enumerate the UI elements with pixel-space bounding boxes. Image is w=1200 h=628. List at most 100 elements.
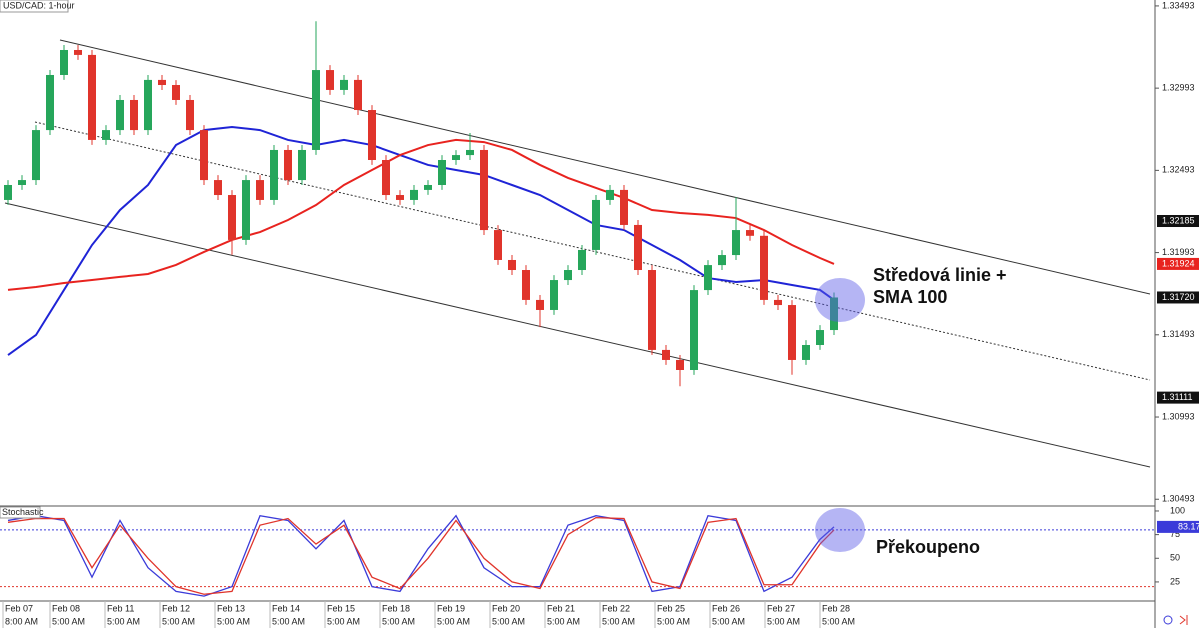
y-tick-label: 1.32493	[1162, 165, 1195, 175]
candle-body	[368, 110, 376, 161]
x-tick-label: Feb 07	[5, 603, 33, 613]
x-tick-label: 5:00 AM	[602, 616, 635, 626]
candle-body	[144, 79, 152, 131]
candle-body	[424, 184, 432, 190]
candle-body	[452, 155, 460, 161]
candle-body	[480, 149, 488, 231]
x-tick-label: 5:00 AM	[437, 616, 470, 626]
x-tick-label: 5:00 AM	[657, 616, 690, 626]
x-tick-label: Feb 14	[272, 603, 300, 613]
highlight-circle	[815, 508, 865, 552]
candle-body	[550, 280, 558, 310]
price-tag-label: 1.31111	[1162, 392, 1193, 402]
candle-body	[830, 297, 838, 331]
candle-body	[298, 149, 306, 181]
candle-body	[732, 230, 740, 256]
x-tick-label: Feb 19	[437, 603, 465, 613]
x-tick-label: Feb 11	[107, 603, 134, 613]
candle-body	[718, 255, 726, 266]
y-tick-label: 1.30993	[1162, 411, 1195, 421]
candle-body	[284, 149, 292, 181]
price-tag-label: 1.31720	[1162, 292, 1195, 302]
x-tick-label: 5:00 AM	[327, 616, 360, 626]
candle-body	[592, 199, 600, 250]
x-tick-label: 5:00 AM	[712, 616, 745, 626]
icon[interactable]	[1163, 615, 1173, 625]
y-tick-label: 25	[1170, 576, 1180, 586]
x-tick-label: 5:00 AM	[822, 616, 855, 626]
y-tick-label: 1.31493	[1162, 329, 1195, 339]
candle-body	[676, 359, 684, 370]
x-tick-label: Feb 12	[162, 603, 190, 613]
highlight-circle	[815, 278, 865, 322]
candle-body	[634, 224, 642, 271]
chart-title: USD/CAD: 1-hour	[3, 0, 75, 10]
indicator-title: Stochastic	[2, 507, 44, 517]
stochastic-line	[7, 516, 835, 595]
x-tick-label: Feb 26	[712, 603, 740, 613]
candle-body	[354, 79, 362, 111]
x-tick-label: Feb 08	[52, 603, 80, 613]
price-tag	[1157, 291, 1199, 304]
candle-body	[46, 74, 54, 131]
candle-body	[396, 195, 404, 200]
price-tag	[1157, 391, 1199, 404]
x-tick-label: 5:00 AM	[272, 616, 305, 626]
title-box	[0, 0, 69, 13]
x-tick-label: 5:00 AM	[107, 616, 140, 626]
candle-body	[74, 49, 82, 55]
x-tick-label: 8:00 AM	[5, 616, 38, 626]
candle-body	[662, 349, 670, 360]
y-tick-label: 100	[1170, 505, 1185, 515]
candle-body	[270, 149, 278, 200]
candle-body	[312, 70, 320, 150]
candle-body	[172, 85, 180, 100]
x-tick-label: 5:00 AM	[217, 616, 250, 626]
candle-body	[242, 180, 250, 240]
candle-body	[648, 270, 656, 350]
y-tick-label: 1.30493	[1162, 494, 1195, 504]
annotation: SMA 100	[873, 287, 947, 307]
candle-body	[340, 79, 348, 90]
candle-body	[508, 259, 516, 271]
x-tick-label: Feb 28	[822, 603, 850, 613]
candle-body	[60, 49, 68, 75]
candle-body	[802, 344, 810, 360]
x-tick-label: 5:00 AM	[767, 616, 800, 626]
x-tick-label: 5:00 AM	[162, 616, 195, 626]
moving-average	[7, 138, 835, 291]
x-tick-label: 5:00 AM	[547, 616, 580, 626]
candle-body	[606, 189, 614, 200]
candle-body	[18, 180, 26, 185]
value-tag-label: 83.17	[1178, 521, 1200, 531]
candle-body	[228, 195, 236, 240]
icon[interactable]	[1179, 615, 1188, 625]
y-tick-label: 50	[1170, 553, 1180, 563]
candle-body	[88, 54, 96, 140]
candle-body	[186, 99, 194, 131]
x-tick-label: Feb 13	[217, 603, 245, 613]
candle-body	[410, 189, 418, 200]
candle-body	[578, 249, 586, 271]
x-tick-label: Feb 20	[492, 603, 520, 613]
candle-body	[32, 130, 40, 181]
toolbar-icons[interactable]	[1163, 615, 1188, 625]
candle-body	[382, 160, 390, 196]
candle-body	[256, 180, 264, 200]
candle-body	[816, 330, 824, 345]
annotation: Překoupeno	[876, 537, 980, 557]
price-tag-label: 1.32185	[1162, 215, 1195, 225]
candle-body	[438, 160, 446, 185]
candle-body	[102, 130, 110, 140]
x-tick-label: Feb 15	[327, 603, 355, 613]
y-tick-label: 1.33493	[1162, 0, 1195, 10]
stochastic-line	[7, 514, 835, 597]
candle-body	[494, 230, 502, 260]
price-tag-label: 1.31924	[1162, 258, 1195, 268]
candle-body	[158, 79, 166, 86]
candle-body	[704, 265, 712, 291]
x-tick-label: Feb 27	[767, 603, 795, 613]
candle-body	[4, 184, 12, 200]
